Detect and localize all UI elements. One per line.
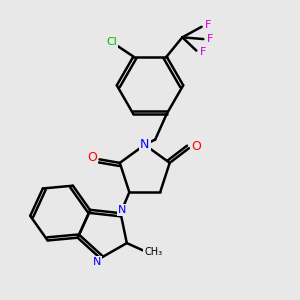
Text: CH₃: CH₃ (144, 248, 162, 257)
Text: O: O (191, 140, 201, 153)
Text: F: F (205, 20, 211, 30)
Text: Cl: Cl (106, 37, 117, 47)
Text: F: F (200, 47, 206, 57)
Text: N: N (93, 257, 101, 267)
Text: O: O (87, 151, 97, 164)
Text: F: F (206, 34, 213, 44)
Text: N: N (140, 138, 149, 151)
Text: N: N (118, 206, 127, 215)
